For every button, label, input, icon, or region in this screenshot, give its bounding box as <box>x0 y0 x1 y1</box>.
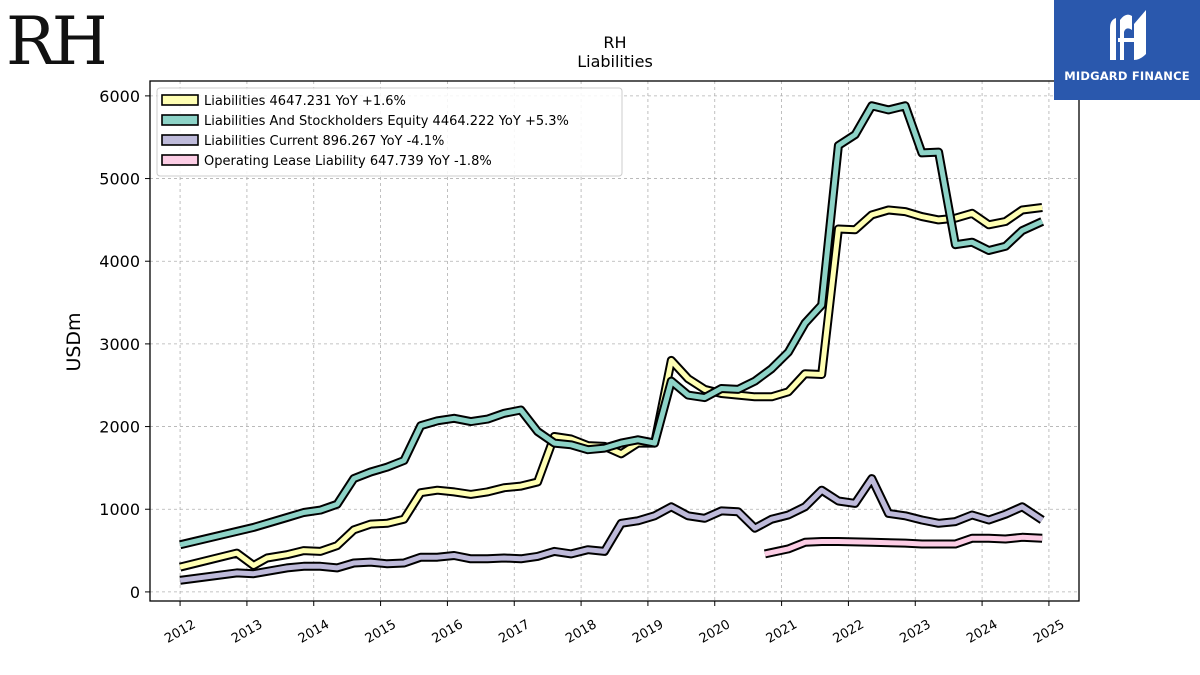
y-tick-label: 1000 <box>99 500 140 519</box>
x-tick-label: 2024 <box>964 617 1000 647</box>
company-logo-text: RH <box>6 3 104 72</box>
plot-frame <box>149 80 1080 602</box>
x-tick-label: 2017 <box>496 617 532 647</box>
series-line <box>764 534 1043 557</box>
y-axis-label: USDm <box>63 312 85 371</box>
legend-swatch <box>161 94 199 106</box>
legend-label: Liabilities 4647.231 YoY +1.6% <box>204 94 406 109</box>
y-tick-label: 4000 <box>99 252 140 271</box>
y-tick-label: 5000 <box>99 170 140 189</box>
y-tick-label: 3000 <box>99 335 140 354</box>
legend-label: Operating Lease Liability 647.739 YoY -1… <box>204 154 492 169</box>
legend-label: Liabilities And Stockholders Equity 4464… <box>204 114 569 129</box>
brand-name: MIDGARD FINANCE <box>1064 69 1190 83</box>
series-lines <box>179 101 1045 585</box>
chart-title: RH <box>603 33 626 52</box>
legend-swatch <box>161 154 199 166</box>
y-tick-label: 6000 <box>99 87 140 106</box>
x-tick-label: 2022 <box>831 617 867 647</box>
y-tick-label: 2000 <box>99 418 140 437</box>
x-tick-label: 2014 <box>296 617 332 647</box>
y-tick-label: 0 <box>130 583 140 602</box>
brand-mark-icon <box>1110 10 1146 61</box>
x-tick-label: 2023 <box>897 617 933 647</box>
legend: Liabilities 4647.231 YoY +1.6% Liabilitie… <box>156 87 623 177</box>
x-tick-label: 2015 <box>363 617 399 647</box>
x-tick-label: 2019 <box>630 617 666 647</box>
x-tick-label: 2018 <box>563 617 599 647</box>
company-logo: RH <box>4 2 110 80</box>
brand-logo: MIDGARD FINANCE <box>1054 0 1200 100</box>
x-tick-label: 2013 <box>229 617 265 647</box>
x-tick-label: 2016 <box>430 617 466 647</box>
series-line <box>179 476 1044 583</box>
chart-subtitle: Liabilities <box>577 52 653 71</box>
x-tick-label: 2012 <box>162 617 198 647</box>
legend-swatch <box>161 114 199 126</box>
legend-box <box>156 87 623 177</box>
x-tick-label: 2020 <box>697 617 733 647</box>
x-tick-label: 2021 <box>764 617 800 647</box>
x-tick-label: 2025 <box>1031 617 1067 647</box>
legend-swatch <box>161 134 199 146</box>
series-line <box>179 205 1043 570</box>
series-line <box>179 103 1044 548</box>
legend-label: Liabilities Current 896.267 YoY -4.1% <box>204 134 444 149</box>
